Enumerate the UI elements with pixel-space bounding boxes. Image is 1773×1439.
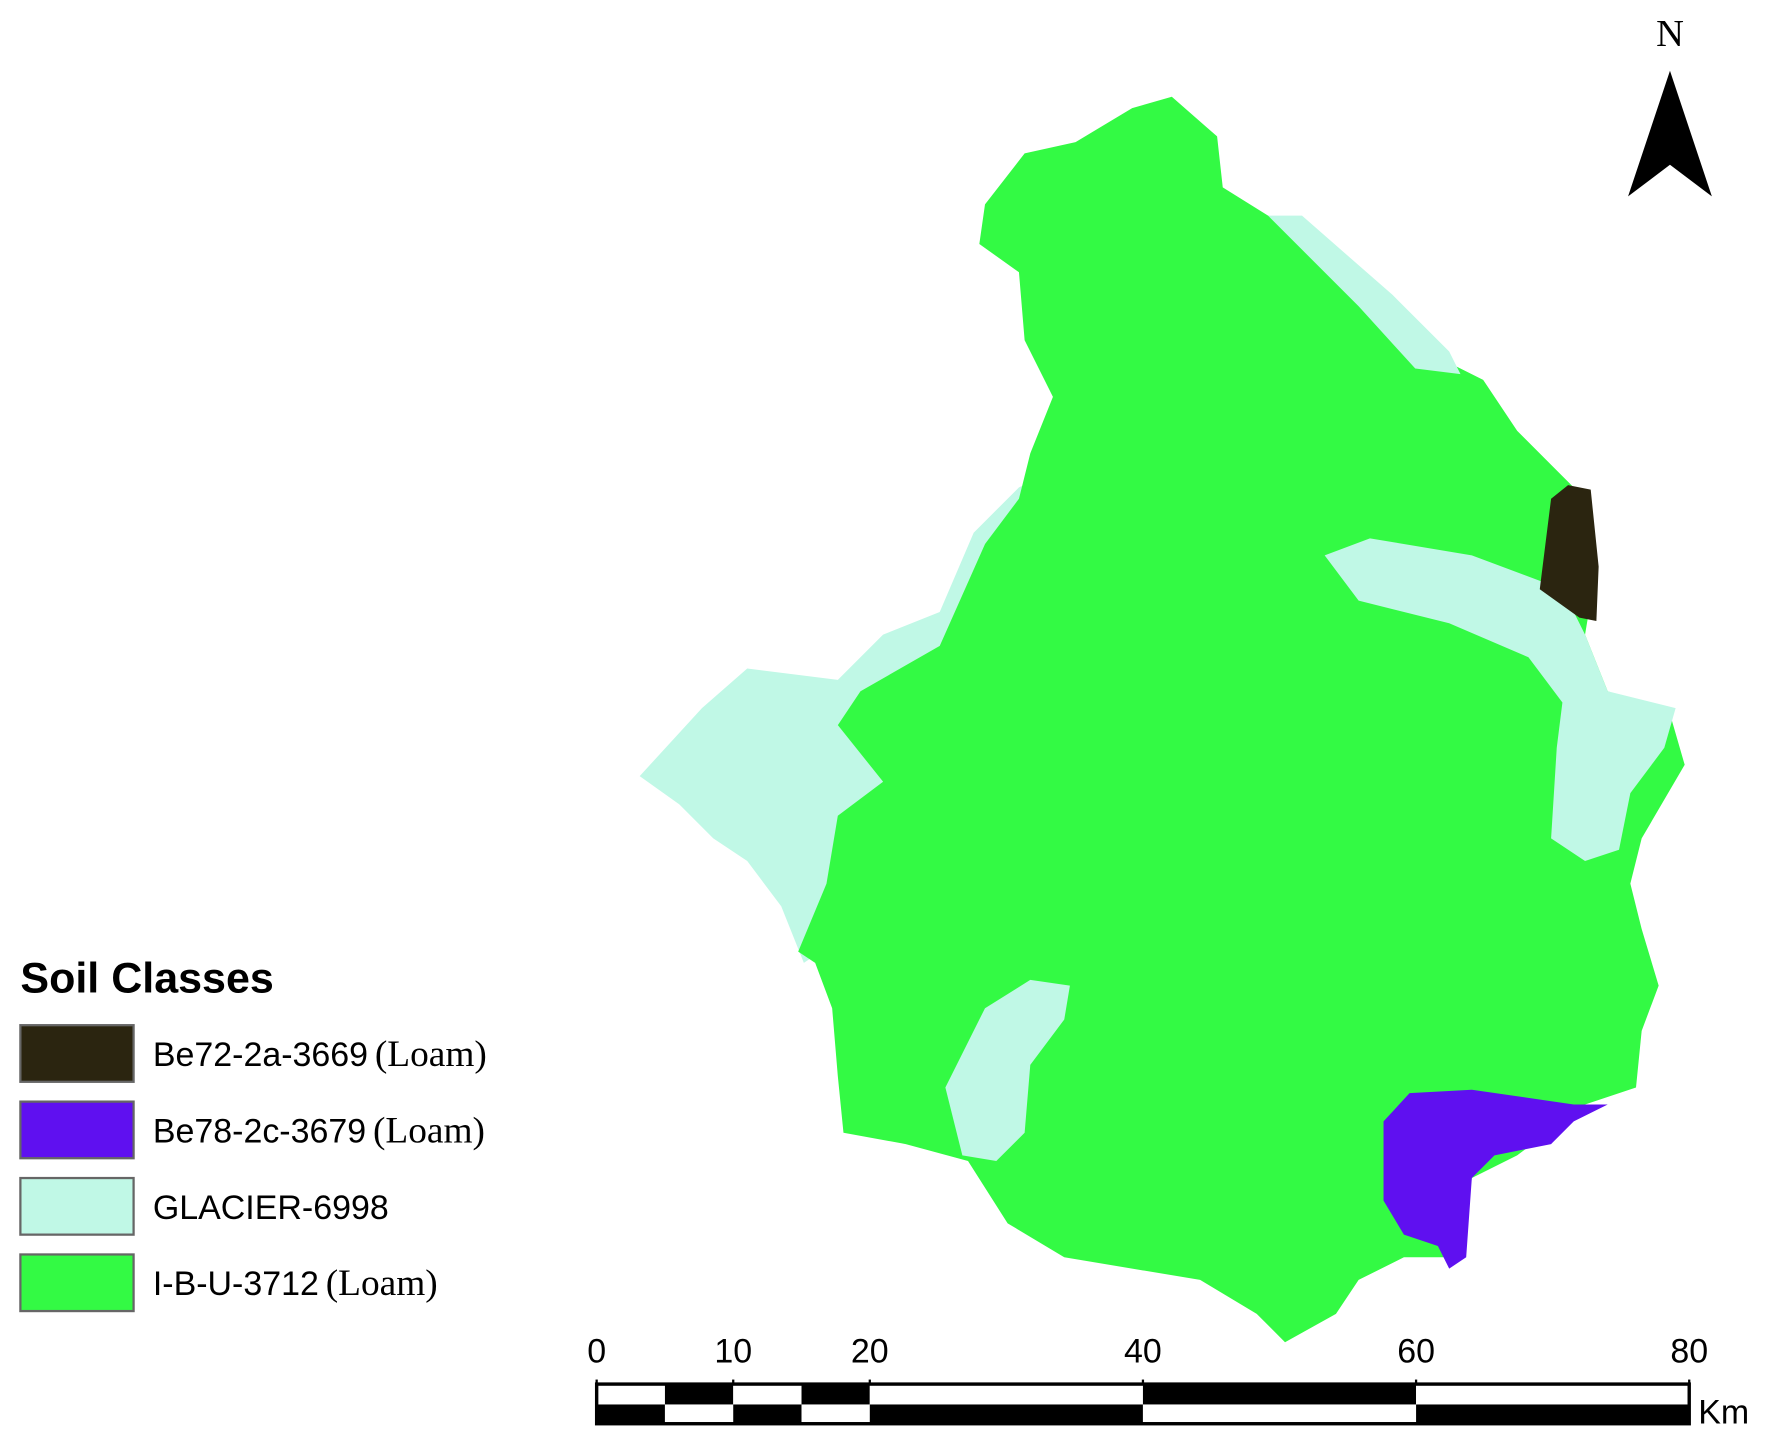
scale-segment	[596, 1404, 665, 1424]
legend-swatch	[19, 1253, 135, 1313]
scale-unit: Km	[1698, 1394, 1749, 1432]
scale-segment	[801, 1404, 870, 1424]
scale-tick-label: 60	[1397, 1333, 1435, 1371]
legend-texture: (Loam)	[326, 1263, 438, 1304]
scale-segment	[1416, 1404, 1690, 1424]
scale-tick-label: 80	[1670, 1333, 1708, 1371]
legend: Soil Classes Be72-2a-3669 (Loam)Be78-2c-3…	[19, 954, 487, 1313]
scale-segment	[664, 1384, 734, 1405]
legend-title: Soil Classes	[20, 954, 273, 1002]
legend-label: GLACIER-6998	[153, 1189, 389, 1227]
legend-texture: (Loam)	[375, 1034, 487, 1075]
watershed	[639, 96, 1685, 1343]
north-arrow: N	[1628, 13, 1712, 197]
legend-swatch	[19, 1176, 135, 1236]
scale-segment	[733, 1404, 802, 1424]
legend-label: Be72-2a-3669 (Loam)	[153, 1034, 487, 1075]
scale-segment	[733, 1384, 802, 1405]
scale-tick-label: 0	[587, 1333, 606, 1371]
glacier-east	[1324, 538, 1676, 862]
be72-patch	[1539, 485, 1599, 621]
scale-tick-label: 20	[851, 1333, 889, 1371]
scale-segment	[869, 1384, 1143, 1405]
scale-segment	[664, 1404, 734, 1424]
legend-code: I-B-U-3712	[153, 1265, 319, 1303]
legend-code: Be72-2a-3669	[153, 1036, 368, 1074]
legend-swatch	[19, 1100, 135, 1160]
scale-segment	[1142, 1404, 1417, 1424]
glacier-west	[639, 453, 1101, 963]
scale-tick-label: 10	[714, 1333, 752, 1371]
scale-bar: 0 10 20 40 60 80 Km	[587, 1333, 1749, 1432]
scale-tick-label: 40	[1124, 1333, 1162, 1371]
legend-label: Be78-2c-3679 (Loam)	[153, 1110, 485, 1151]
glacier-south	[945, 979, 1070, 1162]
north-arrow-shape	[1628, 70, 1712, 197]
scale-segment	[801, 1384, 870, 1405]
be78-patch	[1383, 1089, 1608, 1269]
legend-swatch	[19, 1024, 135, 1083]
scale-segment	[1142, 1384, 1417, 1405]
north-label: N	[1656, 13, 1684, 55]
scale-segment	[1416, 1384, 1690, 1405]
scale-segment	[869, 1404, 1143, 1424]
legend-texture: (Loam)	[373, 1110, 485, 1151]
legend-label: I-B-U-3712 (Loam)	[153, 1263, 438, 1304]
legend-code: GLACIER-6998	[153, 1189, 389, 1227]
scale-segment	[596, 1384, 665, 1405]
glacier-northeast	[1268, 215, 1461, 375]
legend-code: Be78-2c-3679	[153, 1112, 366, 1150]
